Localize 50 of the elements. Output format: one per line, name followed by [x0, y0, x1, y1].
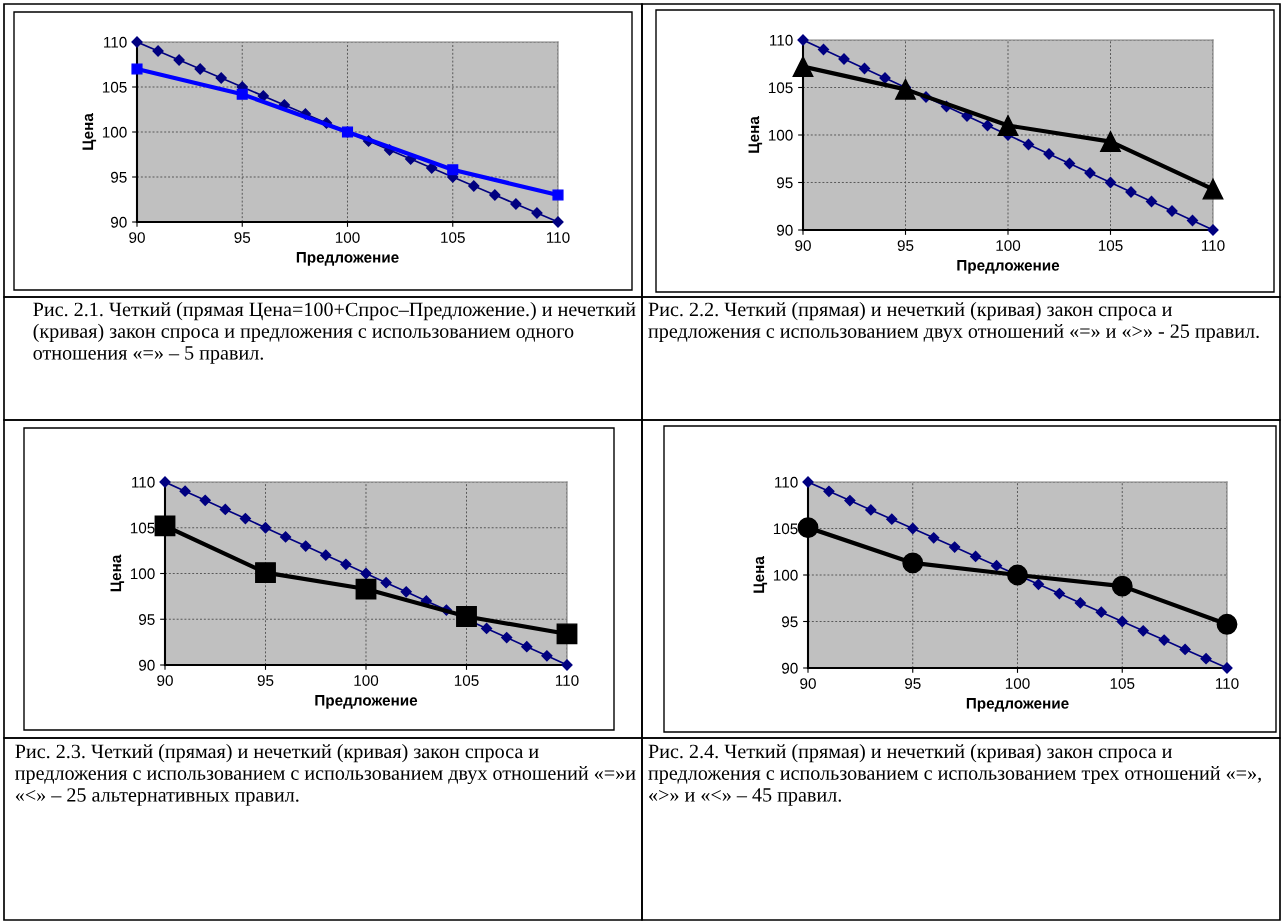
- x-tick-label: 110: [1201, 240, 1225, 251]
- x-axis-title: Предложение: [957, 260, 1060, 274]
- text: Рис. 2.1. Четкий (прямая Цена=100+Спрос–Предложение.) и нечеткий (кривая) закон спроса и предложения с использованием одного отношения «=» – 5 правил.: [33, 302, 636, 364]
- x-axis-title: Предложение: [296, 252, 399, 266]
- y-tick-label: 95: [139, 614, 155, 625]
- y-tick-label: 105: [130, 522, 155, 534]
- x-tick-label: 105: [454, 675, 479, 686]
- y-tick-label: 110: [775, 476, 798, 488]
- x-tick-label: 95: [904, 678, 921, 689]
- x-axis-title: Предложение: [315, 695, 418, 709]
- y-tick-label: 100: [773, 569, 798, 581]
- y-tick-label: 110: [104, 36, 127, 48]
- text: Рис. 2.4. Четкий (прямая) и нечеткий (кривая) закон спроса и предложения с использованием с использованием трех отношений «=», «>» и «<» – 45 правил.: [648, 744, 1261, 806]
- y-tick-label: 100: [102, 126, 127, 138]
- y-tick-label: 90: [111, 216, 127, 228]
- y-axis-title: Цена: [110, 554, 125, 592]
- y-tick-label: 105: [768, 82, 793, 94]
- x-tick-label: 110: [546, 232, 570, 243]
- y-axis-title: Цена: [82, 113, 97, 150]
- x-tick-label: 90: [800, 678, 816, 689]
- x-tick-label: 95: [234, 232, 251, 243]
- y-tick-label: 95: [111, 171, 127, 183]
- x-tick-label: 90: [795, 240, 811, 251]
- text: Рис. 2.2. Четкий (прямая) и нечеткий (кривая) закон спроса и предложения с использованием двух отношений «=» и «>» - 25 правил.: [648, 302, 1259, 343]
- x-tick-label: 105: [441, 232, 465, 243]
- x-tick-label: 100: [354, 675, 379, 686]
- x-tick-label: 105: [1098, 240, 1123, 251]
- x-axis-title: Предложение: [966, 698, 1069, 712]
- y-tick-label: 95: [782, 616, 798, 628]
- y-tick-label: 95: [777, 177, 793, 189]
- x-tick-label: 100: [335, 232, 360, 243]
- y-tick-label: 90: [782, 662, 798, 674]
- x-tick-label: 95: [257, 675, 274, 686]
- x-tick-label: 100: [996, 240, 1021, 251]
- y-tick-label: 110: [132, 476, 155, 488]
- x-tick-label: 105: [1110, 678, 1135, 689]
- y-axis-title: Цена: [748, 116, 763, 153]
- y-tick-label: 105: [102, 81, 127, 93]
- y-tick-label: 90: [139, 659, 155, 671]
- y-axis-title: Цена: [753, 556, 768, 593]
- y-tick-label: 105: [773, 523, 798, 535]
- x-tick-label: 90: [157, 675, 173, 686]
- x-tick-label: 110: [555, 675, 579, 686]
- y-tick-label: 110: [770, 34, 793, 46]
- text: Рис. 2.3. Четкий (прямая) и нечеткий (кривая) закон спроса и предложения с использованием с использованием двух отношений «=»и «<» – 25 альтернативных правил.: [15, 744, 636, 806]
- y-tick-label: 100: [130, 568, 155, 580]
- x-tick-label: 110: [1215, 678, 1239, 689]
- x-tick-label: 95: [897, 240, 914, 251]
- x-tick-label: 100: [1005, 678, 1030, 689]
- y-tick-label: 100: [768, 129, 793, 141]
